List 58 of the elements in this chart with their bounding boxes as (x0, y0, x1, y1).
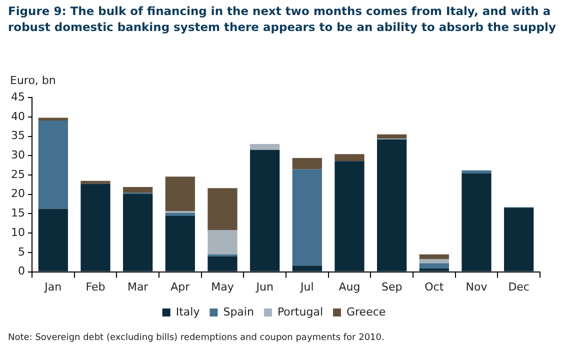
x-tick-label: Aug (338, 280, 360, 294)
y-tick-label: 30 (10, 148, 25, 162)
bar (208, 230, 238, 254)
legend-label: Portugal (277, 305, 324, 318)
y-tick-label: 10 (10, 226, 25, 239)
y-tick-label: 40 (10, 110, 25, 123)
legend-label: Spain (223, 305, 254, 318)
bar (292, 169, 322, 266)
bar (123, 187, 153, 193)
y-tick-label: 45 (10, 90, 25, 104)
y-axis-title: Euro, bn (10, 74, 56, 87)
bar (208, 188, 238, 230)
bar (377, 139, 407, 272)
bar (462, 173, 492, 272)
bar (334, 161, 364, 272)
bar (123, 194, 153, 272)
bar (38, 118, 68, 120)
bar (165, 212, 195, 216)
chart-title: Figure 9: The bulk of financing in the next two months comes from Italy, and with a robust domestic banking system there appears to be an ability to absorb the supply (8, 3, 557, 35)
y-tick-label: 20 (10, 187, 25, 200)
bar (250, 150, 280, 272)
bar (462, 170, 492, 174)
y-tick-label: 0 (18, 264, 25, 278)
x-tick-label: Nov (466, 280, 488, 294)
y-tick-label: 35 (10, 129, 25, 142)
bar (38, 208, 68, 272)
bar (80, 184, 110, 272)
x-tick-label: Jun (255, 280, 274, 294)
bar (504, 208, 534, 272)
bar (334, 154, 364, 162)
bar (292, 266, 322, 272)
bar (419, 254, 449, 260)
legend-label: Italy (176, 305, 200, 318)
x-tick-label: Jan (44, 280, 62, 294)
bar (250, 144, 280, 150)
bar (419, 259, 449, 264)
bar (165, 176, 195, 212)
bar (377, 134, 407, 139)
x-tick-label: May (211, 280, 234, 294)
bar (419, 268, 449, 272)
x-tick-label: Jul (300, 280, 314, 294)
bar (292, 158, 322, 170)
x-tick-label: Apr (170, 280, 190, 294)
text: Note: Sovereign debt (excluding bills) redemptions and coupon payments for 2010. (8, 333, 384, 343)
bar (80, 180, 110, 184)
bar (419, 263, 449, 268)
bar (38, 120, 68, 209)
y-tick-label: 25 (10, 168, 25, 181)
x-tick-label: Oct (424, 280, 444, 294)
x-tick-label: Mar (127, 280, 149, 294)
bar (165, 216, 195, 272)
y-tick-label: 5 (18, 245, 25, 258)
x-tick-label: Feb (86, 280, 106, 294)
y-tick-label: 15 (10, 206, 25, 220)
x-tick-label: Sep (381, 280, 402, 294)
bar (208, 256, 238, 272)
legend-label: Greece (346, 305, 386, 318)
x-tick-label: Dec (508, 280, 530, 294)
